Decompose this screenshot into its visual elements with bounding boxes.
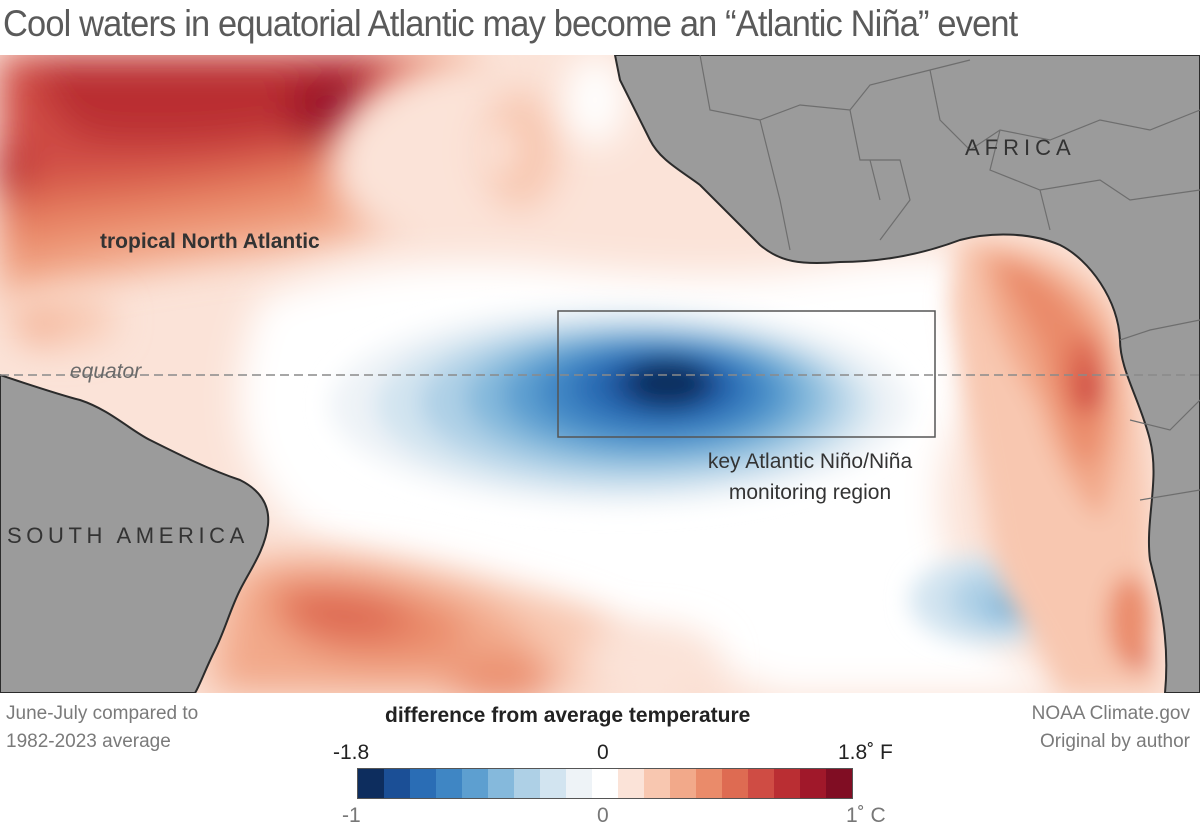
footer-credit: NOAA Climate.gov Original by author [1032,700,1190,756]
legend-swatch-7 [540,769,566,798]
baseline-line2: 1982-2023 average [6,731,171,752]
legend-swatch-6 [514,769,540,798]
baseline-line1: June-July compared to [6,703,199,724]
sea-surface-temperature-map: AFRICA SOUTH AMERICA tropical North Atla… [0,55,1200,693]
legend-c-min: -1 [342,804,361,827]
anomaly-warm-east [950,239,1160,693]
south-america-label: SOUTH AMERICA [7,523,249,548]
south-america-landmass [0,373,270,693]
legend-swatch-5 [488,769,514,798]
credit-line1: NOAA Climate.gov [1031,703,1190,724]
legend-swatch-11 [644,769,670,798]
legend-swatch-2 [410,769,436,798]
legend-f-min: -1.8 [333,741,370,764]
legend-swatch-13 [696,769,722,798]
legend-swatch-4 [462,769,488,798]
legend-swatch-18 [826,769,852,798]
equator-label: equator [70,360,142,383]
tropical-north-atlantic-label: tropical North Atlantic [100,230,320,253]
legend-swatch-0 [358,769,384,798]
legend-color-bar [357,768,853,799]
anomaly-warm-south [5,295,720,693]
legend-title: difference from average temperature [385,704,751,727]
footer-baseline-note: June-July compared to 1982-2023 average [6,700,198,756]
legend-c-max: 1˚ C [846,804,886,827]
africa-label: AFRICA [965,135,1076,160]
monitoring-region-label-line1: key Atlantic Niño/Niña [708,450,913,473]
legend-swatch-3 [436,769,462,798]
chart-title: Cool waters in equatorial Atlantic may b… [3,3,1018,44]
legend-swatch-16 [774,769,800,798]
legend-f-max: 1.8˚ F [838,741,893,764]
legend-swatch-17 [800,769,826,798]
credit-line2: Original by author [1040,731,1190,752]
africa-landmass [613,55,1200,693]
monitoring-region-box [557,310,936,438]
legend-swatch-15 [748,769,774,798]
legend-swatch-8 [566,769,592,798]
legend-f-mid: 0 [597,741,609,764]
legend-swatch-1 [384,769,410,798]
legend-swatch-14 [722,769,748,798]
monitoring-region-label-line2: monitoring region [729,481,891,504]
legend-swatch-12 [670,769,696,798]
legend-swatch-9 [592,769,618,798]
legend-c-mid: 0 [597,804,609,827]
anomaly-light-central [328,60,820,330]
legend-swatch-10 [618,769,644,798]
